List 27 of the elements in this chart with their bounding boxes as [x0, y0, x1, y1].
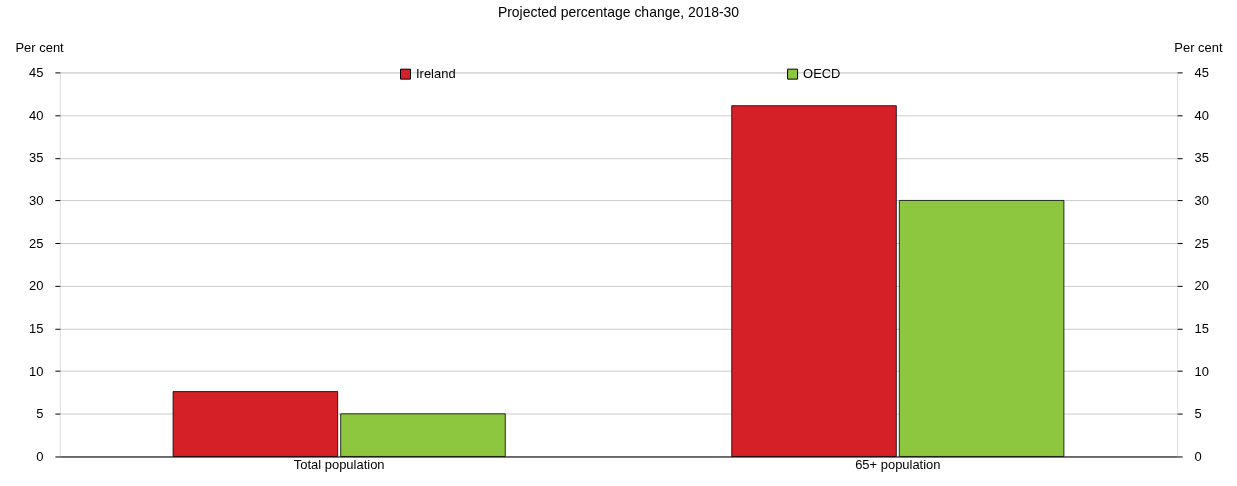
y-tick-label: 15: [28, 320, 44, 336]
y-tick-label: 45: [28, 64, 44, 80]
y-axis-title: Per cent: [15, 39, 65, 55]
y-tick-label: 25: [28, 235, 44, 251]
y-tick-label: 35: [28, 150, 44, 166]
y2-axis-title: Per cent: [1174, 39, 1223, 55]
x-tick-label: 65+ population: [855, 456, 941, 472]
x-tick-label: Total population: [293, 456, 385, 472]
y-tick-label: 10: [28, 363, 44, 379]
y2-tick-label: 15: [1194, 320, 1210, 336]
y-tick-label: 0: [36, 448, 44, 464]
y-tick-label: 5: [36, 406, 44, 422]
chart-title: Projected percentage change, 2018-30: [497, 3, 740, 20]
y2-tick-label: 35: [1194, 150, 1210, 166]
y2-tick-label: 20: [1194, 278, 1210, 294]
legend-label: OECD: [803, 66, 841, 82]
y-tick-label: 40: [28, 107, 44, 123]
y2-tick-label: 5: [1194, 406, 1202, 422]
y2-tick-label: 0: [1194, 448, 1202, 464]
y2-tick-label: 45: [1194, 64, 1210, 80]
y2-tick-label: 30: [1194, 192, 1210, 208]
y2-tick-label: 40: [1194, 107, 1210, 123]
y2-tick-label: 10: [1194, 363, 1210, 379]
y-tick-label: 30: [28, 192, 44, 208]
y-tick-label: 20: [28, 278, 44, 294]
legend-label: Ireland: [415, 66, 456, 82]
y2-tick-label: 25: [1194, 235, 1210, 251]
